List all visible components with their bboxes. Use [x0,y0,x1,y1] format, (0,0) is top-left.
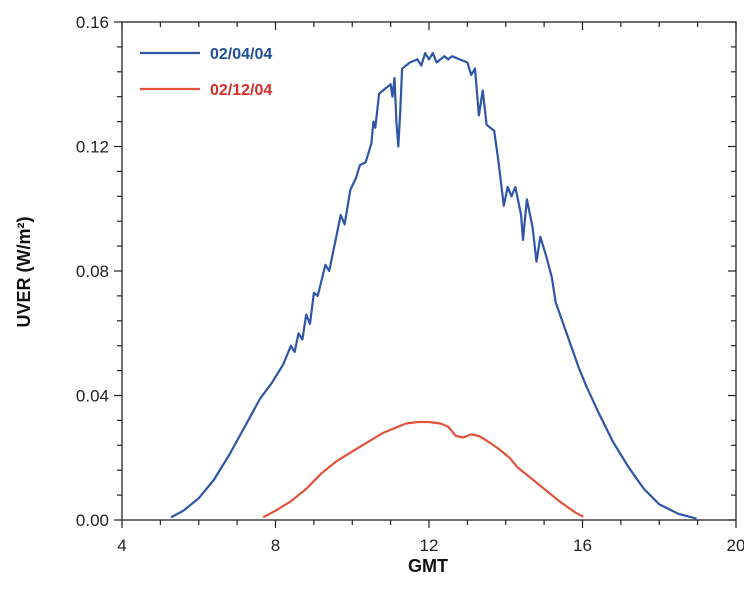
y-axis-title: UVER (W/m²) [14,217,34,328]
x-tick-label: 16 [573,536,592,555]
legend-label-2: 02/12/04 [210,82,272,99]
x-tick-label: 12 [420,536,439,555]
x-tick-label: 4 [117,536,126,555]
series-layer [170,52,697,520]
series-line-2 [262,420,584,518]
y-tick-label: 0.00 [76,511,109,530]
legend-label-1: 02/04/04 [210,46,272,63]
y-tick-label: 0.16 [76,13,109,32]
x-tick-label: 20 [727,536,744,555]
x-axis-title: GMT [408,556,448,576]
x-tick-label: 8 [271,536,280,555]
axes-layer: 4 8 12 16 20 0.00 0.04 0.08 0.12 0.16 [76,13,744,555]
series-line-1 [170,52,697,520]
y-tick-label: 0.08 [76,262,109,281]
y-tick-label: 0.04 [76,387,109,406]
legend: 02/04/04 02/12/04 [140,46,272,99]
y-tick-label: 0.12 [76,138,109,157]
